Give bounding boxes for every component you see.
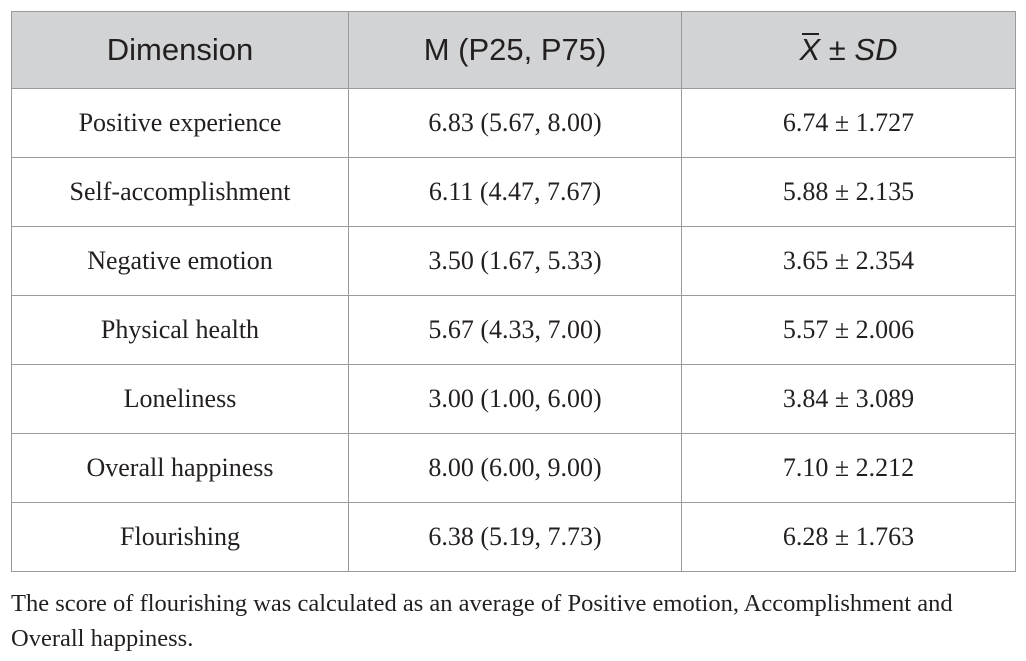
- table-row: Flourishing 6.38 (5.19, 7.73) 6.28 ± 1.7…: [11, 502, 1016, 572]
- cell-dimension: Positive experience: [11, 88, 349, 158]
- cell-mean-sd: 3.65 ± 2.354: [681, 226, 1016, 296]
- cell-median: 8.00 (6.00, 9.00): [348, 433, 682, 503]
- table-container: Dimension M (P25, P75) X ± SD Positive e…: [11, 11, 1016, 572]
- table-row: Physical health 5.67 (4.33, 7.00) 5.57 ±…: [11, 295, 1016, 365]
- cell-dimension: Negative emotion: [11, 226, 349, 296]
- cell-mean-sd: 6.28 ± 1.763: [681, 502, 1016, 572]
- cell-median: 3.00 (1.00, 6.00): [348, 364, 682, 434]
- table-header: Dimension M (P25, P75) X ± SD: [11, 11, 1016, 89]
- table-row: Loneliness 3.00 (1.00, 6.00) 3.84 ± 3.08…: [11, 364, 1016, 434]
- mean-symbol: X: [799, 32, 821, 67]
- cell-mean-sd: 3.84 ± 3.089: [681, 364, 1016, 434]
- cell-dimension: Self-accomplishment: [11, 157, 349, 227]
- cell-dimension: Physical health: [11, 295, 349, 365]
- header-median: M (P25, P75): [348, 11, 682, 89]
- table-row: Self-accomplishment 6.11 (4.47, 7.67) 5.…: [11, 157, 1016, 227]
- cell-median: 3.50 (1.67, 5.33): [348, 226, 682, 296]
- header-mean-sd: X ± SD: [681, 11, 1016, 89]
- table-row: Positive experience 6.83 (5.67, 8.00) 6.…: [11, 88, 1016, 158]
- cell-median: 6.11 (4.47, 7.67): [348, 157, 682, 227]
- cell-dimension: Flourishing: [11, 502, 349, 572]
- header-dimension: Dimension: [11, 11, 349, 89]
- table-row: Negative emotion 3.50 (1.67, 5.33) 3.65 …: [11, 226, 1016, 296]
- cell-mean-sd: 6.74 ± 1.727: [681, 88, 1016, 158]
- table-body: Positive experience 6.83 (5.67, 8.00) 6.…: [11, 88, 1016, 572]
- cell-median: 6.38 (5.19, 7.73): [348, 502, 682, 572]
- cell-mean-sd: 7.10 ± 2.212: [681, 433, 1016, 503]
- mean-sd-label: ± SD: [820, 32, 898, 67]
- header-row: Dimension M (P25, P75) X ± SD: [11, 11, 1016, 89]
- table-row: Overall happiness 8.00 (6.00, 9.00) 7.10…: [11, 433, 1016, 503]
- cell-dimension: Loneliness: [11, 364, 349, 434]
- table-footnote: The score of flourishing was calculated …: [11, 590, 953, 652]
- cell-mean-sd: 5.88 ± 2.135: [681, 157, 1016, 227]
- data-table: Dimension M (P25, P75) X ± SD Positive e…: [11, 11, 1016, 572]
- cell-median: 6.83 (5.67, 8.00): [348, 88, 682, 158]
- cell-mean-sd: 5.57 ± 2.006: [681, 295, 1016, 365]
- cell-median: 5.67 (4.33, 7.00): [348, 295, 682, 365]
- cell-dimension: Overall happiness: [11, 433, 349, 503]
